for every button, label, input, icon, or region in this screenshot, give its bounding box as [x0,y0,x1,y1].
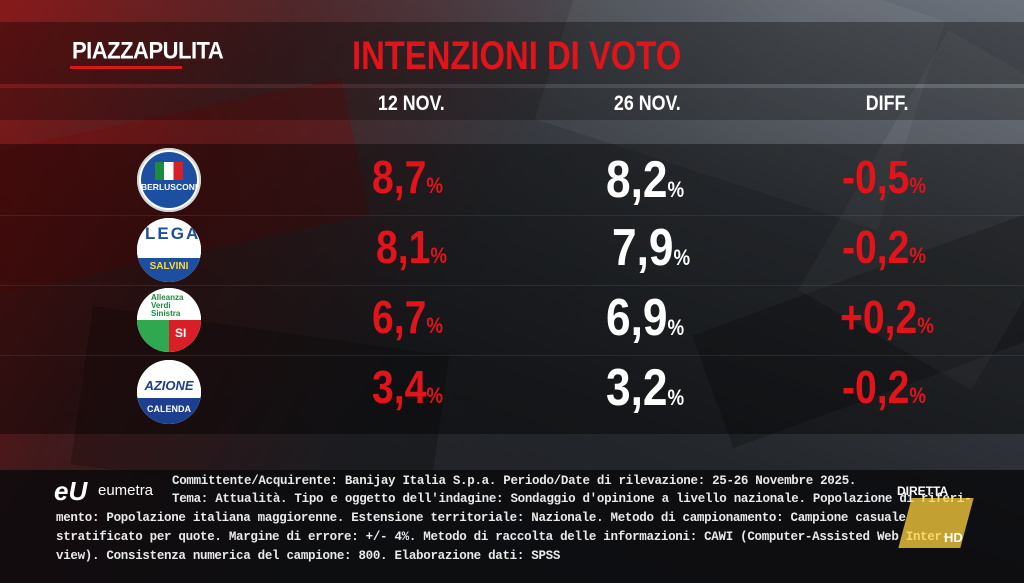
value-26nov: 8,2% [606,151,685,209]
logo-text: SI [175,326,187,340]
live-label: DIRETTA [897,484,949,498]
chart-title: INTENZIONI DI VOTO [352,34,682,78]
logo-text: SALVINI [149,261,189,272]
methodology-note: view). Consistenza numerica del campione… [56,549,561,563]
logo-text: BERLUSCONI [141,182,198,192]
value-diff: +0,2% [840,291,934,343]
hd-badge: HD [944,530,963,545]
methodology-note: Committente/Acquirente: Banijay Italia S… [172,474,857,488]
row-divider [0,355,1024,356]
column-header-26nov: 26 NOV. [613,92,681,115]
logo-text: LEGA [145,224,201,243]
lega-logo: LEGA SALVINI [137,218,201,282]
methodology-note: Tema: Attualità. Tipo e oggetto dell'ind… [172,492,972,506]
logo-red-block [169,320,201,352]
logo-underline [70,66,182,69]
value-12nov: 8,1% [376,221,447,273]
logo-ring [141,152,197,208]
logo-bottom [137,258,201,282]
logo-top [137,360,201,382]
logo-top [137,288,201,320]
column-header-diff: DIFF. [865,92,909,115]
avs-logo: Alleanza Verdi Sinistra SI [137,288,201,352]
row-divider [0,215,1024,216]
logo-text: AZIONE [144,378,194,393]
value-diff: -0,5% [842,151,927,203]
logo-top [137,218,201,258]
value-12nov: 3,4% [372,361,443,413]
value-diff: -0,2% [842,361,927,413]
logo-text: Alleanza Verdi Sinistra [151,293,184,318]
azione-logo: AZIONE CALENDA [137,360,201,424]
italian-flag-icon [155,162,183,180]
logo-bottom [137,398,201,424]
methodology-note: mento: Popolazione italiana maggiorenne.… [56,511,906,525]
show-logo: PIAZZAPULITA [72,36,224,65]
methodology-note: stratificato per quote. Margine di error… [56,530,949,544]
value-26nov: 7,9% [612,219,691,277]
column-header-12nov: 12 NOV. [377,92,445,115]
forza-italia-logo: BERLUSCONI [137,148,201,212]
logo-band [137,382,201,402]
logo-green-block [137,320,169,352]
column-header-band [0,88,1024,120]
logo-text: CALENDA [147,404,191,414]
value-12nov: 6,7% [372,291,443,343]
row-divider [0,285,1024,286]
value-12nov: 8,7% [372,151,443,203]
pollster-name: eumetra [98,482,154,499]
eumetra-logo-icon: eU [54,476,88,506]
value-diff: -0,2% [842,221,927,273]
title-bar [0,22,1024,84]
value-26nov: 6,9% [606,289,685,347]
value-26nov: 3,2% [606,359,685,417]
methodology-footer [0,470,1024,583]
